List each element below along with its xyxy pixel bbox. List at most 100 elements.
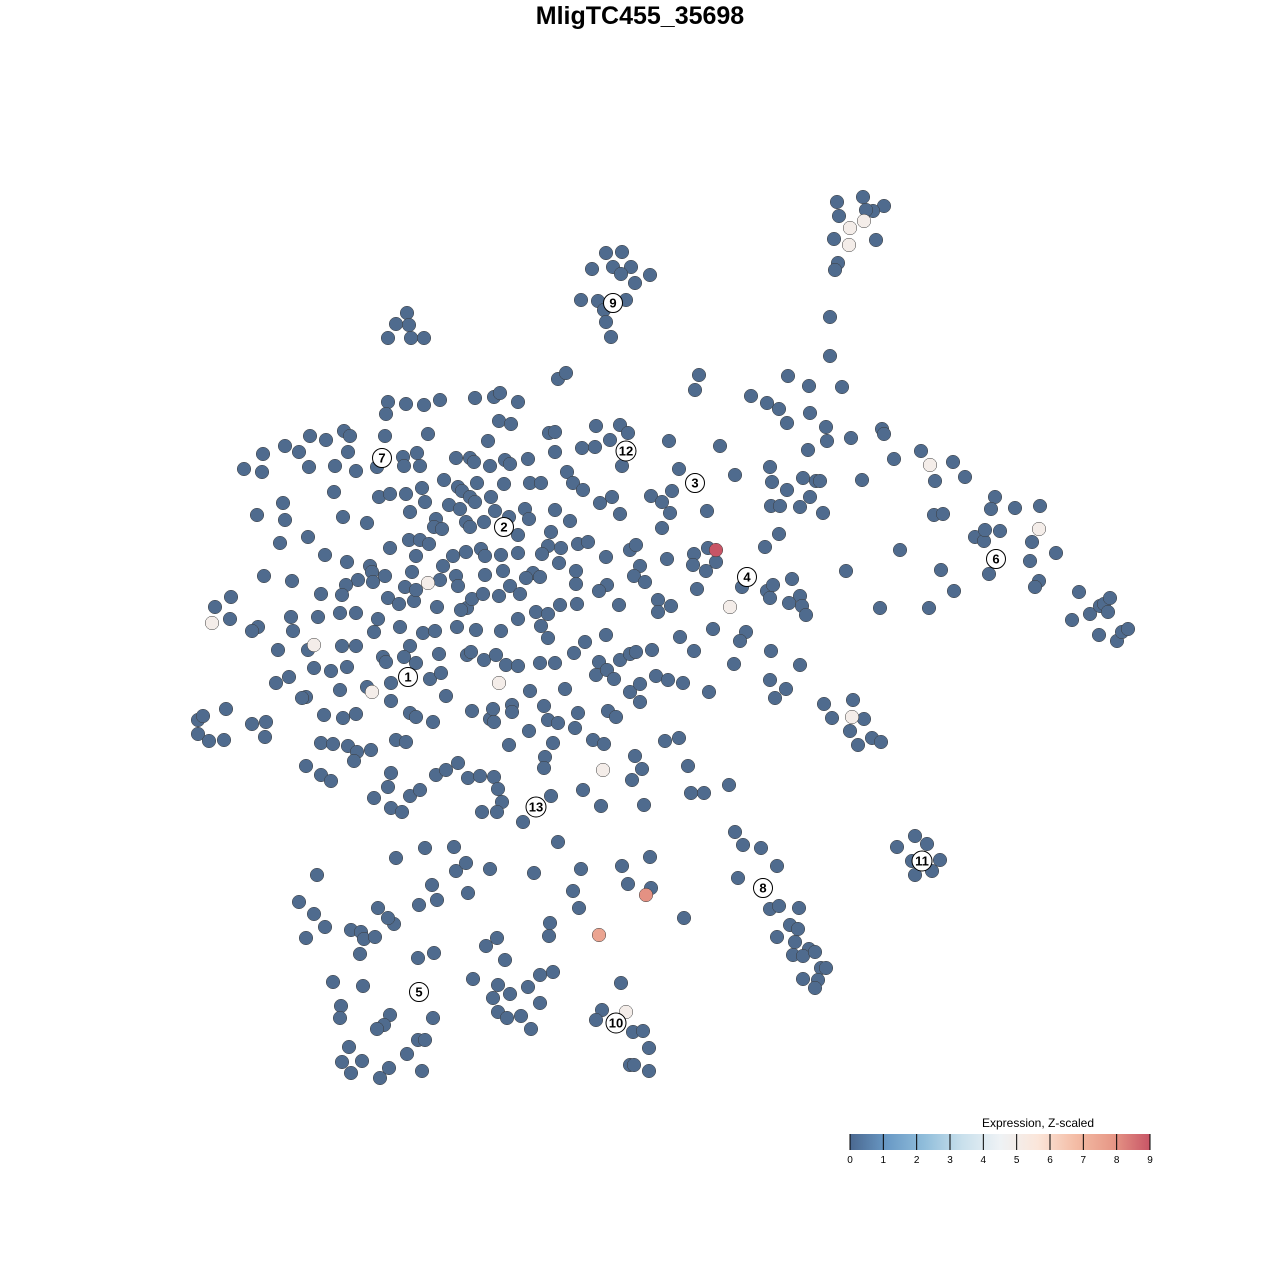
data-point: [348, 706, 364, 722]
data-point: [431, 646, 447, 662]
data-point: [364, 684, 380, 700]
data-point: [477, 567, 493, 583]
data-point: [489, 930, 505, 946]
data-point: [448, 863, 464, 879]
data-point: [474, 804, 490, 820]
data-point: [499, 1010, 515, 1026]
data-point: [501, 737, 517, 753]
data-point: [420, 575, 436, 591]
data-point: [540, 606, 556, 622]
data-point: [644, 642, 660, 658]
data-point: [381, 1060, 397, 1076]
data-point: [571, 900, 587, 916]
data-point: [568, 576, 584, 592]
data-point: [957, 469, 973, 485]
cluster-label-text: 11: [915, 854, 929, 869]
data-point: [558, 365, 574, 381]
data-point: [309, 867, 325, 883]
data-point: [654, 520, 670, 536]
data-point: [513, 1008, 529, 1024]
data-point: [843, 430, 859, 446]
data-point: [637, 574, 653, 590]
data-point: [575, 482, 591, 498]
data-point: [317, 547, 333, 563]
cluster-label-9: 9: [603, 293, 623, 313]
data-point: [1102, 590, 1118, 606]
data-point: [450, 578, 466, 594]
data-point: [815, 505, 831, 521]
data-point: [795, 971, 811, 987]
data-point: [348, 605, 364, 621]
data-point: [632, 676, 648, 692]
cluster-label-2: 2: [494, 517, 514, 537]
data-point: [727, 824, 743, 840]
cluster-label-text: 6: [992, 552, 999, 567]
data-point: [855, 189, 871, 205]
data-point: [1082, 606, 1098, 622]
data-point: [522, 683, 538, 699]
data-point: [587, 439, 603, 455]
data-point: [339, 554, 355, 570]
data-point: [402, 638, 418, 654]
data-point: [802, 405, 818, 421]
data-point: [408, 548, 424, 564]
data-point: [889, 839, 905, 855]
data-point: [547, 655, 563, 671]
cluster-label-badge: [615, 440, 637, 462]
data-point: [612, 506, 628, 522]
data-point: [504, 704, 520, 720]
data-point: [408, 709, 424, 725]
data-point: [310, 609, 326, 625]
data-point: [218, 701, 234, 717]
legend-tick-label: 1: [881, 1155, 887, 1166]
data-point: [779, 482, 795, 498]
data-point: [663, 598, 679, 614]
data-point: [318, 432, 334, 448]
data-point: [844, 709, 860, 725]
data-point: [659, 551, 675, 567]
data-point: [450, 755, 466, 771]
data-point: [467, 494, 483, 510]
data-point: [565, 883, 581, 899]
cluster-label-text: 2: [500, 520, 507, 535]
legend-tick-label: 8: [1114, 1155, 1120, 1166]
data-point: [370, 900, 386, 916]
data-point: [532, 995, 548, 1011]
data-point: [763, 643, 779, 659]
data-point: [784, 571, 800, 587]
data-point: [818, 419, 834, 435]
data-point: [613, 975, 629, 991]
data-point: [671, 461, 687, 477]
data-point: [417, 494, 433, 510]
data-point: [383, 675, 399, 691]
data-point: [606, 671, 622, 687]
data-point: [335, 710, 351, 726]
data-point: [257, 729, 273, 745]
data-point: [452, 501, 468, 517]
data-point: [850, 737, 866, 753]
data-point: [469, 475, 485, 491]
cluster-label-text: 1: [404, 670, 411, 685]
data-point: [335, 509, 351, 525]
data-point: [465, 971, 481, 987]
data-point: [326, 484, 342, 500]
data-point: [562, 513, 578, 529]
data-point: [627, 275, 643, 291]
data-point: [354, 1053, 370, 1069]
data-point: [664, 483, 680, 499]
data-point: [545, 735, 561, 751]
data-point: [827, 262, 843, 278]
data-point: [635, 1023, 651, 1039]
cluster-label-badge: [605, 1012, 627, 1034]
data-point: [626, 568, 642, 584]
data-point: [195, 708, 211, 724]
data-point: [795, 470, 811, 486]
data-point: [935, 506, 951, 522]
data-point: [781, 595, 797, 611]
data-point: [523, 1021, 539, 1037]
data-point: [366, 624, 382, 640]
data-point: [598, 314, 614, 330]
data-point: [566, 645, 582, 661]
data-point: [654, 494, 670, 510]
data-point: [343, 1065, 359, 1081]
